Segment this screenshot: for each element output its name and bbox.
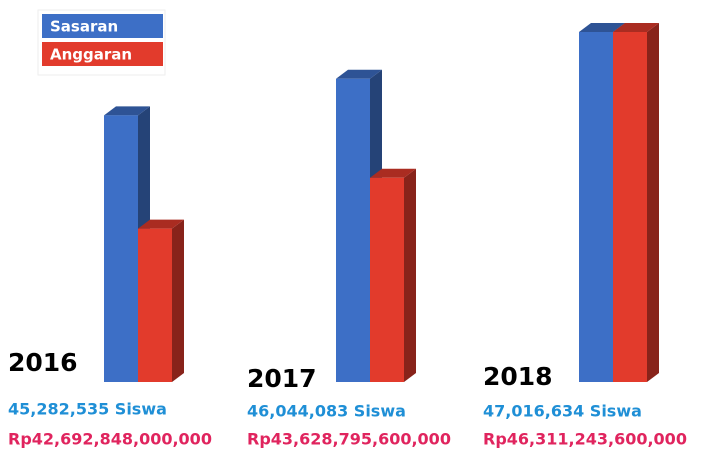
bar-front	[104, 115, 138, 382]
bar-top	[613, 23, 659, 32]
legend-label: Sasaran	[50, 18, 118, 36]
value-label: Rp43,628,795,600,000	[247, 430, 451, 449]
value-label: 46,044,083 Siswa	[247, 402, 406, 421]
bar-top	[138, 219, 184, 229]
bar-front	[579, 32, 613, 382]
bar	[138, 219, 184, 382]
bar	[370, 168, 416, 382]
bar-top	[336, 69, 382, 79]
legend: Sasaran Anggaran	[37, 9, 166, 76]
bar-top	[579, 23, 625, 32]
bar-front	[613, 32, 647, 382]
bar	[613, 23, 659, 382]
legend-swatch	[42, 14, 163, 38]
value-label: 47,016,634 Siswa	[483, 402, 642, 421]
category-label: 2018	[483, 362, 553, 391]
bar-front	[138, 228, 172, 382]
legend-label: Anggaran	[50, 46, 132, 64]
category-label: 2016	[8, 348, 78, 377]
value-label: Rp42,692,848,000,000	[8, 430, 212, 449]
bar-top	[104, 106, 150, 116]
category-label: 2017	[247, 364, 317, 393]
legend-swatch	[42, 42, 163, 66]
value-label: 45,282,535 Siswa	[8, 400, 167, 419]
bar-side	[404, 168, 416, 382]
bar-front	[336, 78, 370, 382]
bar-side	[172, 219, 184, 382]
value-label: Rp46,311,243,600,000	[483, 430, 687, 449]
bar-top	[370, 168, 416, 178]
bar-side	[647, 23, 659, 382]
bar-front	[370, 177, 404, 382]
